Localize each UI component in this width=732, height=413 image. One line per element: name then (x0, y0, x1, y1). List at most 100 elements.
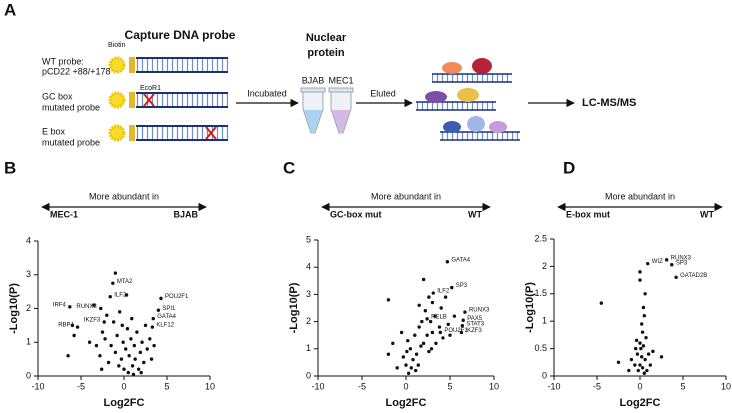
point (143, 323, 148, 328)
point (644, 335, 648, 340)
y-tick-label: 2 (26, 303, 31, 313)
point (133, 357, 137, 361)
y-axis-label: -Log10(P) (288, 282, 300, 333)
point (386, 352, 391, 356)
ecor1-label: EcoR1 (140, 85, 161, 92)
y-tick-label: 1 (306, 343, 311, 353)
tubes (300, 87, 354, 134)
point (406, 338, 410, 343)
point-label: ILF2 (437, 289, 450, 295)
probes (108, 56, 228, 142)
point (638, 341, 642, 345)
x-tick-label: 0 (637, 381, 642, 391)
point (100, 330, 105, 334)
y-tick-label: 4 (26, 235, 31, 245)
probe (108, 124, 228, 142)
probe-label: mutated probe (42, 102, 100, 112)
point (149, 357, 154, 361)
labeled-point (156, 308, 161, 312)
point (430, 330, 435, 335)
output-label: LC-MS/MS (582, 97, 636, 109)
point (638, 278, 642, 282)
point (651, 349, 655, 354)
y-axis-label: -Log10(P) (8, 283, 20, 334)
x-tick-label: -10 (547, 381, 560, 391)
labeled-point (459, 330, 464, 335)
point (120, 323, 124, 328)
labeled-point (108, 294, 112, 299)
point (129, 337, 133, 341)
x-tick-label: 10 (721, 381, 731, 391)
point (638, 363, 642, 367)
point (641, 305, 646, 310)
point-label: STAT3 (466, 321, 484, 327)
point (72, 333, 76, 338)
labeled-point (150, 325, 155, 329)
point (443, 295, 448, 299)
labeled-point (99, 306, 103, 311)
point (406, 371, 411, 375)
point (113, 271, 118, 275)
labeled-point (463, 310, 467, 314)
probe (108, 56, 228, 74)
point (399, 330, 404, 335)
point (409, 366, 413, 370)
point (429, 347, 434, 351)
point (636, 368, 640, 373)
point (130, 316, 134, 321)
point (115, 333, 119, 338)
point (127, 354, 131, 358)
point-label: POU2F1 (444, 328, 468, 334)
chart-title: More abundant in (89, 191, 159, 201)
probe-label: E box (42, 126, 66, 136)
point (430, 300, 435, 305)
labeled-point (646, 261, 650, 266)
labeled-point (75, 325, 80, 329)
point (66, 354, 70, 358)
y-tick-label: 0 (542, 370, 547, 380)
point (419, 344, 423, 348)
point (391, 341, 395, 346)
point (423, 309, 428, 313)
y-tick-label: 1.5 (534, 288, 547, 298)
point-label: GATAD2B (680, 273, 707, 279)
x-tick-label: 0 (403, 381, 408, 391)
point (130, 364, 135, 368)
point (616, 360, 621, 364)
point-label: ILF2 (114, 292, 127, 298)
labeled-point (431, 291, 435, 295)
point (395, 366, 399, 370)
point (404, 363, 408, 367)
y-tick-label: 2.5 (534, 233, 547, 243)
point (634, 338, 639, 343)
x-axis-label: Log2FC (386, 397, 427, 409)
point-label: KLF12 (156, 323, 174, 329)
probe-label: WT probe: (42, 56, 84, 66)
y-tick-label: 0.5 (534, 343, 547, 353)
y-tick-label: 2 (542, 261, 547, 271)
point (119, 357, 124, 361)
point (401, 355, 406, 359)
point (122, 367, 126, 371)
point (421, 277, 426, 282)
point (648, 363, 653, 367)
point (421, 341, 426, 346)
x-tick-label: 10 (489, 381, 499, 391)
point (642, 314, 646, 318)
point (140, 340, 144, 344)
point (138, 350, 143, 355)
point (427, 295, 431, 299)
point (638, 270, 642, 274)
y-tick-label: 3 (306, 289, 311, 299)
point (448, 333, 452, 337)
point (117, 364, 121, 368)
y-tick-label: 5 (306, 234, 311, 244)
x-tick-label: -5 (77, 381, 85, 391)
point-label: MTA2 (117, 279, 133, 285)
point (411, 357, 415, 362)
y-tick-label: 2 (306, 316, 311, 326)
x-tick-label: 5 (680, 381, 685, 391)
point (148, 337, 152, 341)
point (635, 352, 640, 356)
point (413, 333, 417, 337)
